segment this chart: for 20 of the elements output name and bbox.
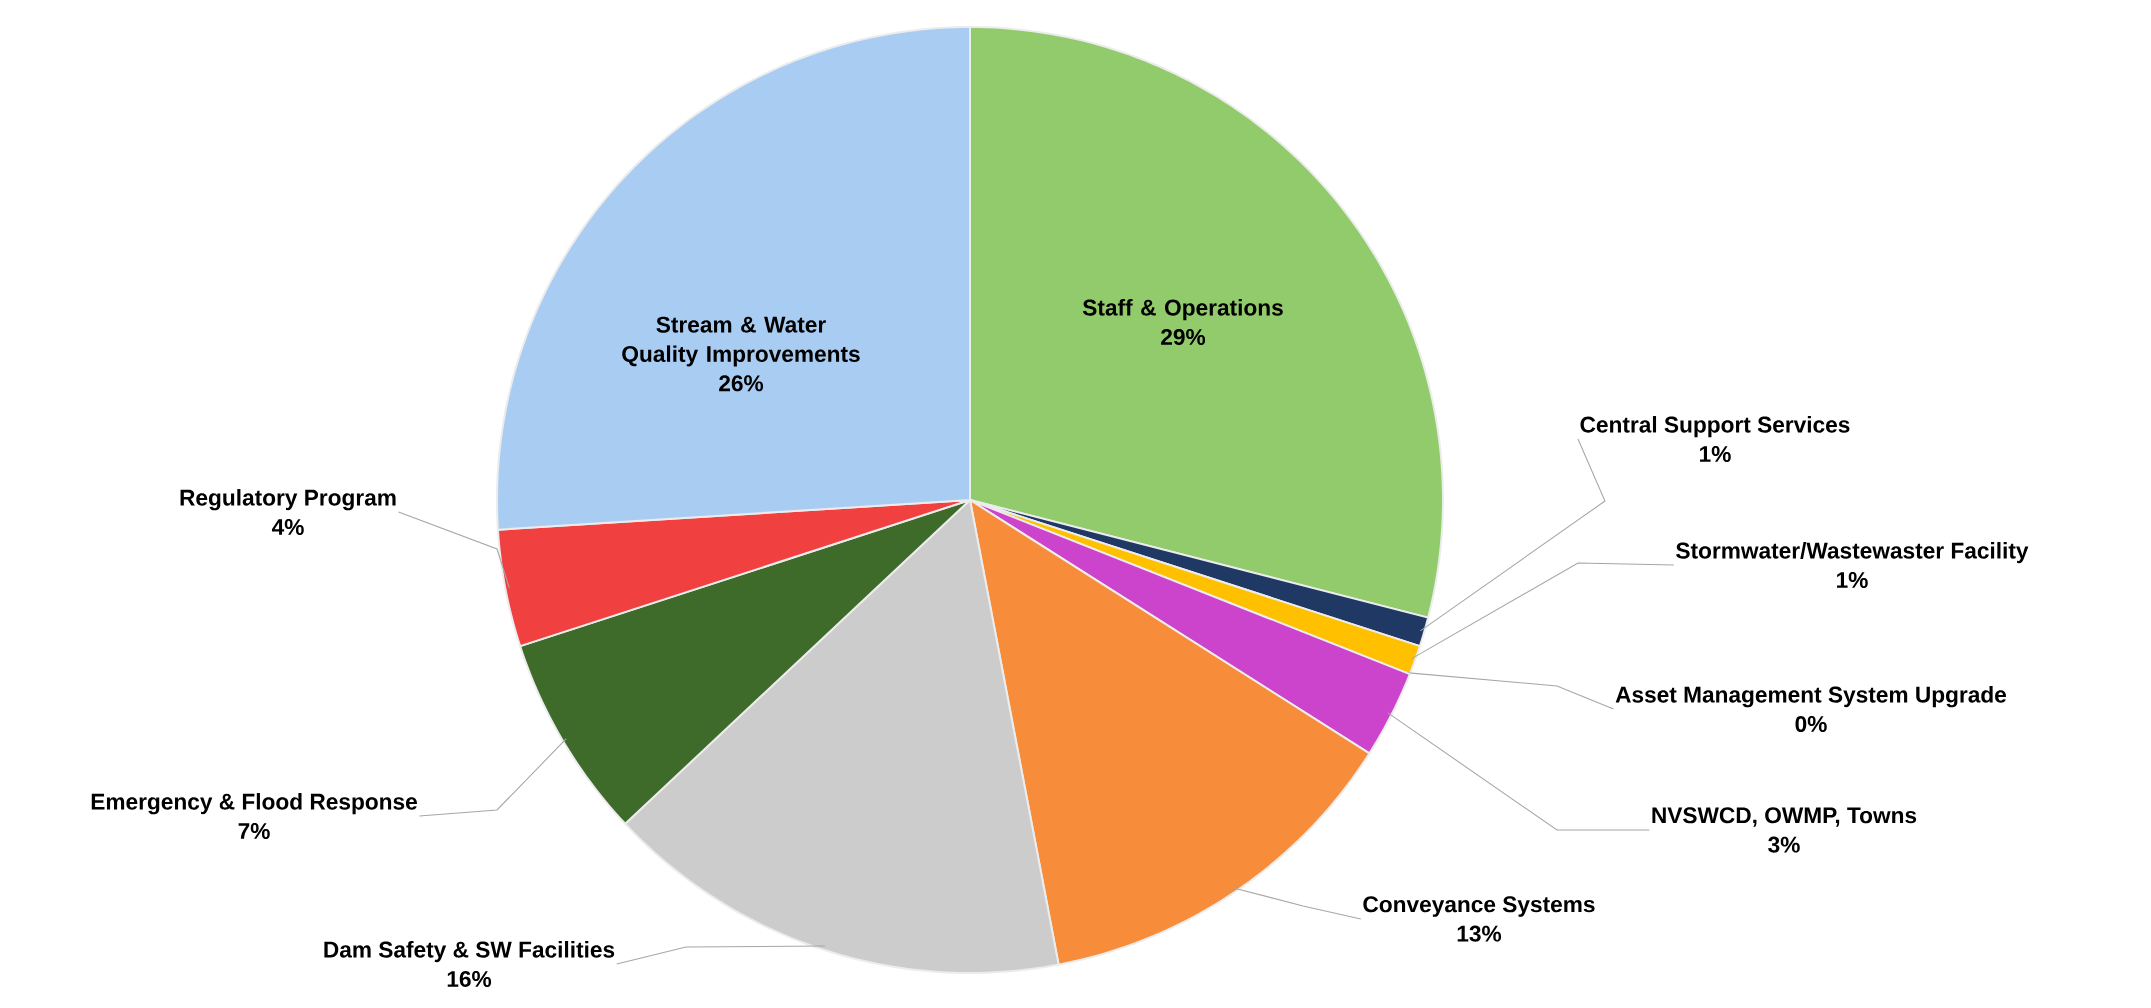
slice-label: Conveyance Systems [1363, 896, 1595, 917]
slice-label: Stream & Water Quality Improvements [622, 316, 860, 367]
slice-label: Staff & Operations [1082, 299, 1283, 321]
data-label: 29% [1161, 328, 1206, 345]
category-label: Asset Management System Upgrade [1615, 686, 2007, 708]
data-label: 3% [1768, 836, 1800, 853]
slice-label: Dam Safety & SW Facilities [324, 941, 615, 963]
slice-label: Stormwater/Wastewaster Facility [1676, 542, 2029, 564]
data-label: 1% [1837, 572, 1868, 588]
slice-label: Regulatory Program [180, 489, 396, 511]
slice-label: Central Support Services [1580, 416, 1850, 438]
text: 0% [1795, 715, 1827, 732]
data-label: 26% [719, 375, 764, 392]
slice-label: Emergency & Flood Response [91, 793, 417, 815]
data-label: 4% [271, 519, 304, 535]
data-label: 13% [1457, 925, 1502, 942]
data-label: 7% [238, 823, 270, 839]
data-label: 1% [1700, 446, 1731, 462]
data-label: 16% [447, 970, 492, 987]
slice-label: NVSWCD, OWMP, Towns [1652, 807, 1917, 827]
